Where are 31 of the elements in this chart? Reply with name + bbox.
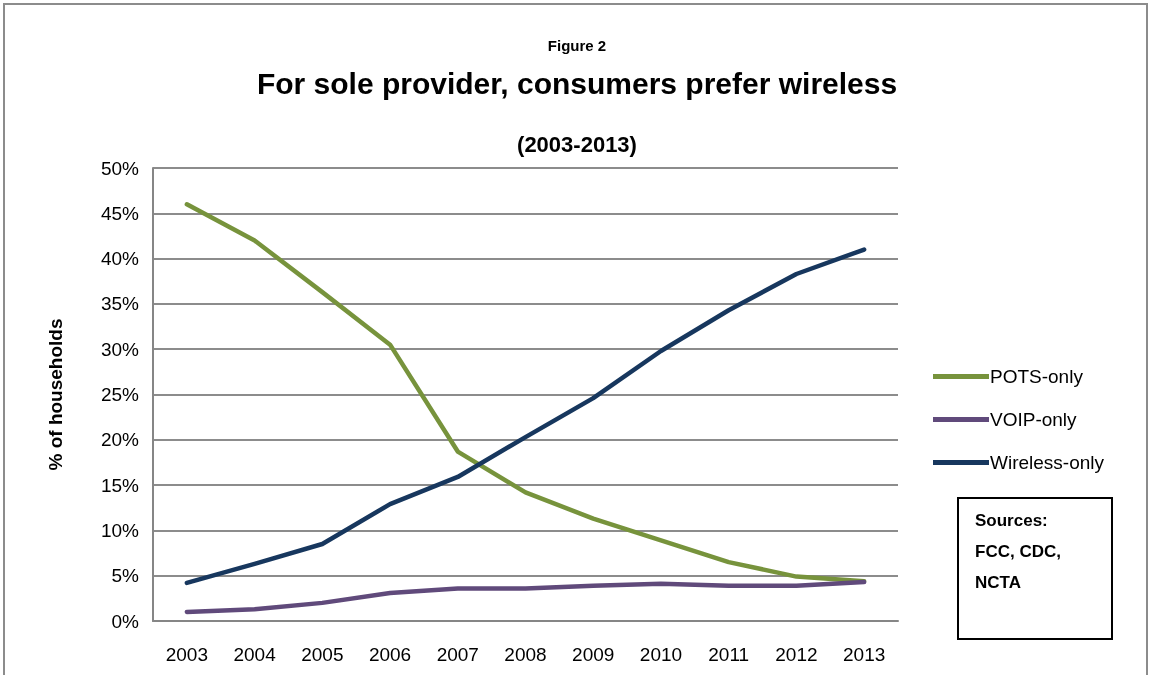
y-tick-label: 35%: [100, 293, 140, 315]
x-tick-label: 2007: [436, 644, 479, 665]
y-tick-label: 5%: [111, 565, 140, 587]
legend-label: VOIP-only: [990, 409, 1078, 430]
y-tick-label: 45%: [100, 202, 140, 224]
y-axis-title: % of households: [45, 318, 66, 471]
chart-title: For sole provider, consumers prefer wireless: [256, 66, 898, 100]
source-note: Sources: FCC, CDC, NCTA: [975, 510, 1062, 594]
x-tick-label: 2005: [301, 644, 344, 665]
x-tick-label: 2004: [233, 644, 277, 665]
x-tick-label: 2013: [843, 644, 886, 665]
chart-subtitle: (2003-2013): [517, 131, 637, 157]
legend-label: Wireless-only: [990, 452, 1105, 473]
x-tick-label: 2012: [775, 644, 818, 665]
y-tick-label: 30%: [100, 338, 140, 360]
legend-label: POTS-only: [990, 366, 1084, 387]
x-tick-label: 2009: [572, 644, 615, 665]
y-tick-label: 10%: [100, 519, 140, 541]
line-series: [184, 579, 867, 615]
x-tick-label: 2010: [639, 644, 683, 665]
y-tick-label: 25%: [100, 384, 140, 405]
y-tick-label: 40%: [100, 248, 140, 270]
x-tick-label: 2003: [165, 644, 208, 665]
y-tick-label: 0%: [111, 610, 140, 632]
y-tick-label: 15%: [100, 474, 140, 496]
x-tick-label: 2008: [504, 644, 547, 665]
caption: Figure 2: [547, 37, 607, 54]
y-tick-label: 20%: [100, 429, 140, 451]
x-tick-label: 2011: [708, 644, 750, 665]
x-tick-label: 2006: [368, 644, 412, 665]
y-tick-label: 50%: [100, 157, 140, 179]
